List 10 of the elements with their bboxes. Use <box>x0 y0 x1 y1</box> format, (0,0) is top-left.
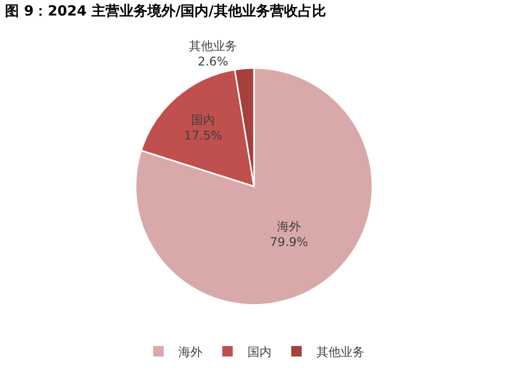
data-label: 2.6% <box>198 54 228 68</box>
legend-label: 海外 <box>178 344 202 359</box>
slice-label: 海外 <box>276 219 301 234</box>
data-label: 17.5% <box>184 128 222 142</box>
chart-title: 图 9：2024 主营业务境外/国内/其他业务营收占比 <box>5 2 326 20</box>
legend-label: 国内 <box>248 344 272 359</box>
data-label: 79.9% <box>270 234 308 249</box>
slice-label: 其他业务 <box>188 38 237 53</box>
legend-label: 其他业务 <box>316 344 364 359</box>
slice-label: 国内 <box>191 112 216 127</box>
